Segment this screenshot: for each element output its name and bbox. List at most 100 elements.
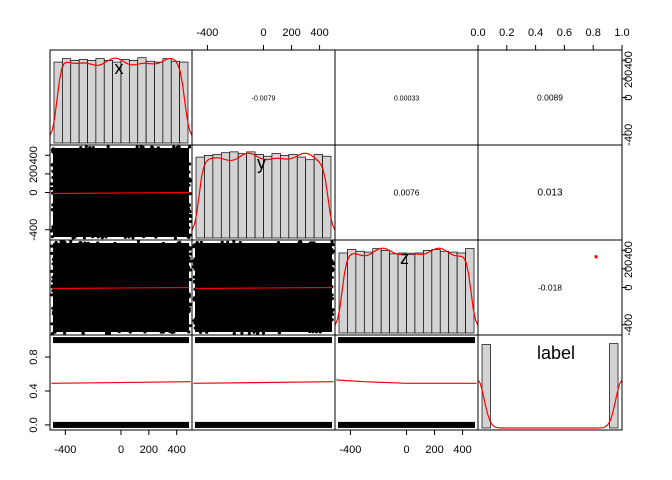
scatter-point: [311, 330, 315, 334]
scatter-point: [51, 279, 55, 283]
smooth-line-label-x: [51, 381, 191, 384]
scatter-band-label-0: [338, 421, 475, 428]
hist-bar-z: [380, 250, 390, 334]
scatter-point: [177, 145, 181, 149]
scatter-point: [330, 293, 334, 297]
scatter-point: [276, 241, 281, 245]
panel-x-label: 0.0089: [477, 49, 623, 146]
scatter-point: [131, 236, 135, 240]
scatter-point: [193, 257, 197, 261]
scatter-point: [187, 207, 191, 211]
hist-bar-x: [78, 59, 88, 144]
density-curve-z: [334, 247, 479, 326]
scatter-point: [330, 240, 334, 244]
scatter-point: [330, 248, 334, 252]
scatter-point: [187, 162, 192, 166]
scatter-band-label-1: [338, 337, 475, 344]
scatter-point: [50, 293, 54, 297]
tick-label-z: 400: [453, 444, 471, 456]
scatter-point: [330, 259, 334, 263]
hist-bar-x: [154, 61, 164, 144]
hist-bar-x: [145, 60, 155, 144]
scatter-point: [157, 146, 161, 150]
scatter-point: [96, 235, 100, 239]
scatter-point: [188, 209, 192, 214]
panel-y-x: [49, 144, 193, 241]
hist-bar-z: [423, 250, 433, 334]
scatter-point: [188, 246, 192, 250]
hist-bar-z: [389, 253, 399, 334]
scatter-point: [195, 241, 199, 245]
scatter-point: [193, 244, 197, 248]
scatter-point: [188, 219, 192, 224]
hist-bar-x: [103, 59, 113, 144]
scatter-point: [188, 268, 192, 272]
scatter-point: [123, 235, 127, 239]
scatter-point: [187, 145, 192, 149]
scatter-point: [298, 240, 302, 244]
tick-label-y: 0: [28, 189, 40, 195]
tick-label-y: 0: [260, 27, 266, 39]
scatter-point: [63, 241, 67, 245]
tick-label-x: 200: [140, 444, 158, 456]
hist-bar-label: [609, 343, 619, 429]
scatter-point: [51, 310, 56, 314]
scatter-point: [187, 306, 191, 310]
scatter-band-label-1: [53, 337, 189, 344]
tick-label-label: 0.8: [586, 27, 601, 39]
tick-label-x: -400: [54, 444, 76, 456]
hist-bar-y: [271, 153, 281, 239]
scatter-point: [187, 170, 191, 174]
tick-label-x: 400: [623, 51, 635, 69]
scatter-point: [188, 303, 192, 307]
scatter-point: [136, 239, 141, 244]
panel-border: [334, 334, 479, 431]
scatter-point: [252, 330, 256, 334]
scatter-point: [100, 236, 104, 240]
tick-label-x: 0: [623, 94, 635, 100]
smooth-line-label-z: [336, 379, 477, 384]
scatter-point: [50, 331, 55, 336]
correlation-text-x-y: -0.0079: [252, 96, 276, 103]
scatter-point: [238, 241, 242, 245]
scatter-point: [277, 331, 282, 335]
scatter-point: [188, 214, 193, 218]
scatter-point: [187, 330, 191, 334]
panel-z-z: z: [334, 239, 479, 336]
panel-z-y: [191, 239, 336, 336]
scatter-point: [186, 234, 190, 239]
smooth-line-label-y: [193, 381, 334, 384]
scatter-point: [192, 297, 196, 301]
scatter-point: [170, 330, 174, 334]
scatter-point: [50, 285, 54, 289]
hist-bar-label: [481, 344, 491, 429]
correlation-text-y-label: 0.013: [537, 188, 562, 199]
scatter-band-label-1: [195, 337, 332, 344]
tick-label-label: 0.0: [470, 27, 485, 39]
diagonal-label-x: x: [115, 58, 124, 78]
scatter-point: [308, 329, 312, 334]
hist-bar-y: [229, 151, 239, 239]
correlation-text-x-label: 0.0089: [537, 93, 563, 103]
scatter-point: [232, 331, 236, 335]
scatter-point: [187, 177, 191, 181]
scatter-point: [198, 330, 203, 334]
scatter-point: [50, 251, 54, 255]
scatter-point: [187, 295, 191, 299]
diagonal-label-label: label: [537, 343, 575, 363]
hist-bar-x: [129, 59, 139, 144]
scatter-band-label-0: [195, 421, 332, 428]
density-curve-x: [49, 57, 193, 136]
hist-bar-y: [204, 155, 214, 239]
scatter-point: [187, 203, 191, 207]
scatter-point: [143, 330, 147, 334]
scatter-point: [84, 145, 88, 149]
scatter-point: [50, 182, 54, 186]
scatter-point: [318, 330, 322, 334]
scatter-point: [193, 326, 197, 330]
scatter-point: [86, 241, 90, 245]
hist-bar-x: [179, 61, 189, 144]
tick-label-z: 200: [623, 260, 635, 278]
hist-bar-z: [363, 251, 374, 334]
scatter-point: [187, 225, 191, 230]
